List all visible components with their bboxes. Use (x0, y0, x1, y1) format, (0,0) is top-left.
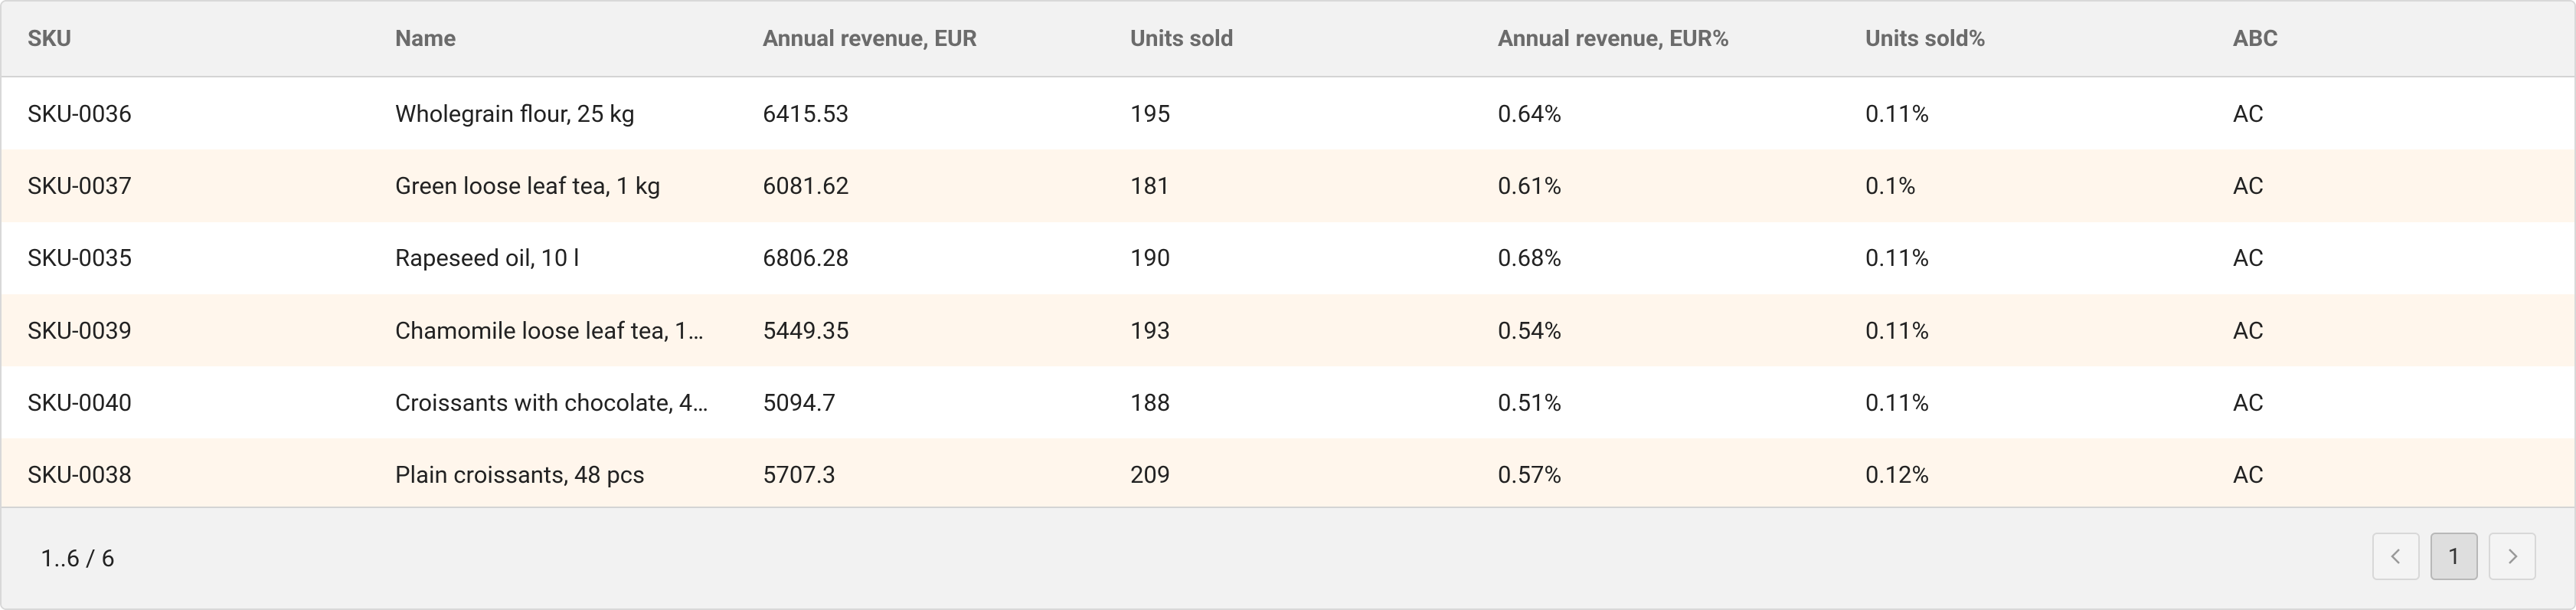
table-cell: AC (2233, 171, 2264, 200)
table-cell: Wholegrain flour, 25 kg (395, 99, 635, 128)
table-cell: 209 (1130, 461, 1171, 490)
column-header[interactable]: SKU (28, 25, 72, 52)
table-cell: 0.1% (1865, 171, 1916, 200)
table-cell: 0.11% (1865, 388, 1930, 417)
table-cell: 0.51% (1498, 388, 1562, 417)
column-header[interactable]: Annual revenue, EUR% (1498, 25, 1730, 52)
table-row[interactable]: SKU-0037 Green loose leaf tea, 1 kg 6081.6… (2, 149, 2574, 222)
table-cell: 6806.28 (763, 244, 849, 273)
column-header[interactable]: ABC (2233, 25, 2278, 52)
table-cell: SKU-0036 (28, 99, 132, 128)
table-cell: 181 (1130, 171, 1171, 200)
column-header[interactable]: Units sold% (1865, 25, 1986, 52)
table-cell: AC (2233, 461, 2264, 490)
table-cell: 0.11% (1865, 316, 1930, 345)
table-cell: 0.11% (1865, 244, 1930, 273)
table-cell: 5449.35 (763, 316, 849, 345)
table-cell: Plain croissants, 48 pcs (395, 461, 646, 490)
table-cell: 0.12% (1865, 461, 1930, 490)
table-cell: AC (2233, 388, 2264, 417)
table-cell: 6081.62 (763, 171, 849, 200)
table-cell: 5707.3 (763, 461, 836, 490)
table-cell: AC (2233, 244, 2264, 273)
table-row[interactable]: SKU-0036 Wholegrain flour, 25 kg 6415.53 19… (2, 77, 2574, 149)
table-cell: 0.57% (1498, 461, 1562, 490)
pagination: 1 (2372, 533, 2536, 580)
table-cell: 6415.53 (763, 99, 849, 128)
table-cell: 0.68% (1498, 244, 1562, 273)
page-button[interactable]: 1 (2431, 533, 2478, 580)
table-cell: 195 (1130, 99, 1171, 128)
prev-page[interactable] (2372, 533, 2420, 580)
table-cell: 0.61% (1498, 171, 1562, 200)
table-cell: 0.11% (1865, 99, 1930, 128)
table-row[interactable]: SKU-0039 Chamomile loose leaf tea, 1… 5449… (2, 294, 2574, 367)
chevron-right (2509, 549, 2518, 564)
table-body: SKU Name Annual revenue, EUR Units sold Annu… (2, 2, 2574, 511)
range-label: 1..6 / 6 (41, 544, 115, 572)
table-cell: Green loose leaf tea, 1 kg (395, 171, 661, 200)
header-row: SKU Name Annual revenue, EUR Units sold Annu… (2, 2, 2574, 77)
table-cell: AC (2233, 99, 2264, 128)
table-cell: SKU-0040 (28, 388, 132, 417)
table-row[interactable]: SKU-0040 Croissants with chocolate, 4… 509… (2, 366, 2574, 438)
table-cell: SKU-0037 (28, 171, 132, 200)
table-cell: Chamomile loose leaf tea, 1… (395, 316, 704, 345)
table-cell: Croissants with chocolate, 4… (395, 388, 708, 417)
chevron-left (2391, 549, 2400, 564)
column-header[interactable]: Name (395, 25, 456, 52)
table-cell: AC (2233, 316, 2264, 345)
table-cell: SKU-0035 (28, 244, 132, 273)
table-footer: 1..6 / 6 1 (2, 507, 2574, 608)
table-cell: Rapeseed oil, 10 l (395, 244, 580, 273)
table-cell: 5094.7 (763, 388, 836, 417)
column-header[interactable]: Units sold (1130, 25, 1234, 52)
table-row[interactable]: SKU-0038 Plain croissants, 48 pcs 5707.3 20… (2, 438, 2574, 511)
table-row[interactable]: SKU-0035 Rapeseed oil, 10 l 6806.28 190 0.68… (2, 222, 2574, 294)
table-cell: 193 (1130, 316, 1171, 345)
table-cell: 188 (1130, 388, 1171, 417)
table-cell: 0.54% (1498, 316, 1562, 345)
table-cell: 190 (1130, 244, 1171, 273)
table-cell: 0.64% (1498, 99, 1562, 128)
next-page[interactable] (2489, 533, 2536, 580)
table-cell: SKU-0038 (28, 461, 132, 490)
column-header[interactable]: Annual revenue, EUR (763, 25, 978, 52)
table-cell: SKU-0039 (28, 316, 132, 345)
